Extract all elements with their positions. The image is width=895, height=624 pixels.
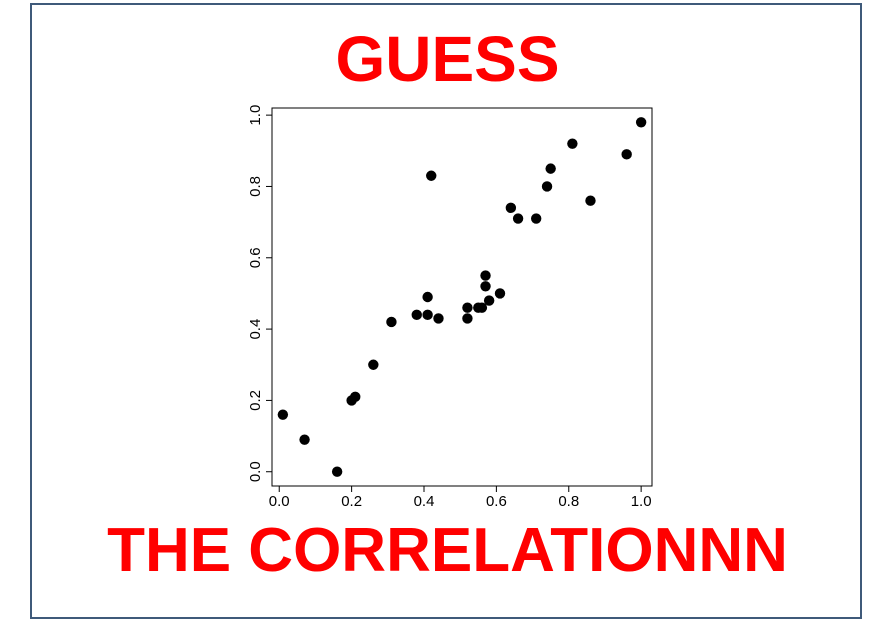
- headline-guess: GUESS: [335, 23, 560, 95]
- y-tick-label: 1.0: [247, 105, 264, 126]
- y-tick-label: 0.8: [247, 176, 264, 197]
- y-tick-label: 0.2: [247, 390, 264, 411]
- data-point: [299, 434, 310, 445]
- data-point: [567, 138, 578, 149]
- y-tick-label: 0.6: [247, 247, 264, 268]
- data-point: [494, 288, 506, 299]
- data-point: [530, 213, 542, 224]
- data-point: [411, 309, 422, 321]
- data-point: [433, 313, 444, 324]
- x-axis: 0.0 0.2 0.4 0.6 0.8 1.0: [269, 486, 652, 510]
- data-point: [545, 163, 556, 174]
- x-tick-label: 0.0: [269, 493, 290, 510]
- data-point: [277, 409, 289, 420]
- x-tick-label: 0.4: [414, 493, 435, 510]
- y-axis: 0.0 0.2 0.4 0.6 0.8 1.0: [247, 105, 272, 482]
- data-point: [426, 170, 437, 181]
- data-point: [462, 313, 473, 324]
- x-tick-label: 0.8: [558, 493, 579, 510]
- headline-the-correlation: THE CORRELATIONNN: [107, 516, 788, 585]
- data-point: [512, 213, 524, 224]
- data-point: [350, 391, 361, 403]
- data-point: [480, 270, 491, 281]
- data-point: [368, 359, 379, 370]
- y-tick-label: 0.4: [247, 319, 264, 340]
- data-point: [505, 202, 517, 214]
- data-point: [476, 302, 488, 313]
- plot-area-border: [271, 107, 653, 487]
- data-point: [331, 466, 343, 477]
- x-tick-label: 1.0: [631, 493, 652, 510]
- data-point: [483, 295, 495, 306]
- slide-frame: [30, 3, 862, 619]
- x-tick-label: 0.2: [341, 493, 362, 510]
- data-point: [480, 281, 491, 292]
- data-point: [386, 316, 397, 328]
- data-point: [585, 195, 596, 206]
- data-point: [422, 309, 433, 321]
- data-point: [635, 117, 647, 128]
- data-points: [277, 117, 647, 477]
- x-tick-label: 0.6: [486, 493, 507, 510]
- data-point: [541, 181, 553, 192]
- data-point: [621, 149, 632, 160]
- data-point: [422, 291, 433, 303]
- data-point: [462, 302, 473, 313]
- y-tick-label: 0.0: [247, 461, 264, 482]
